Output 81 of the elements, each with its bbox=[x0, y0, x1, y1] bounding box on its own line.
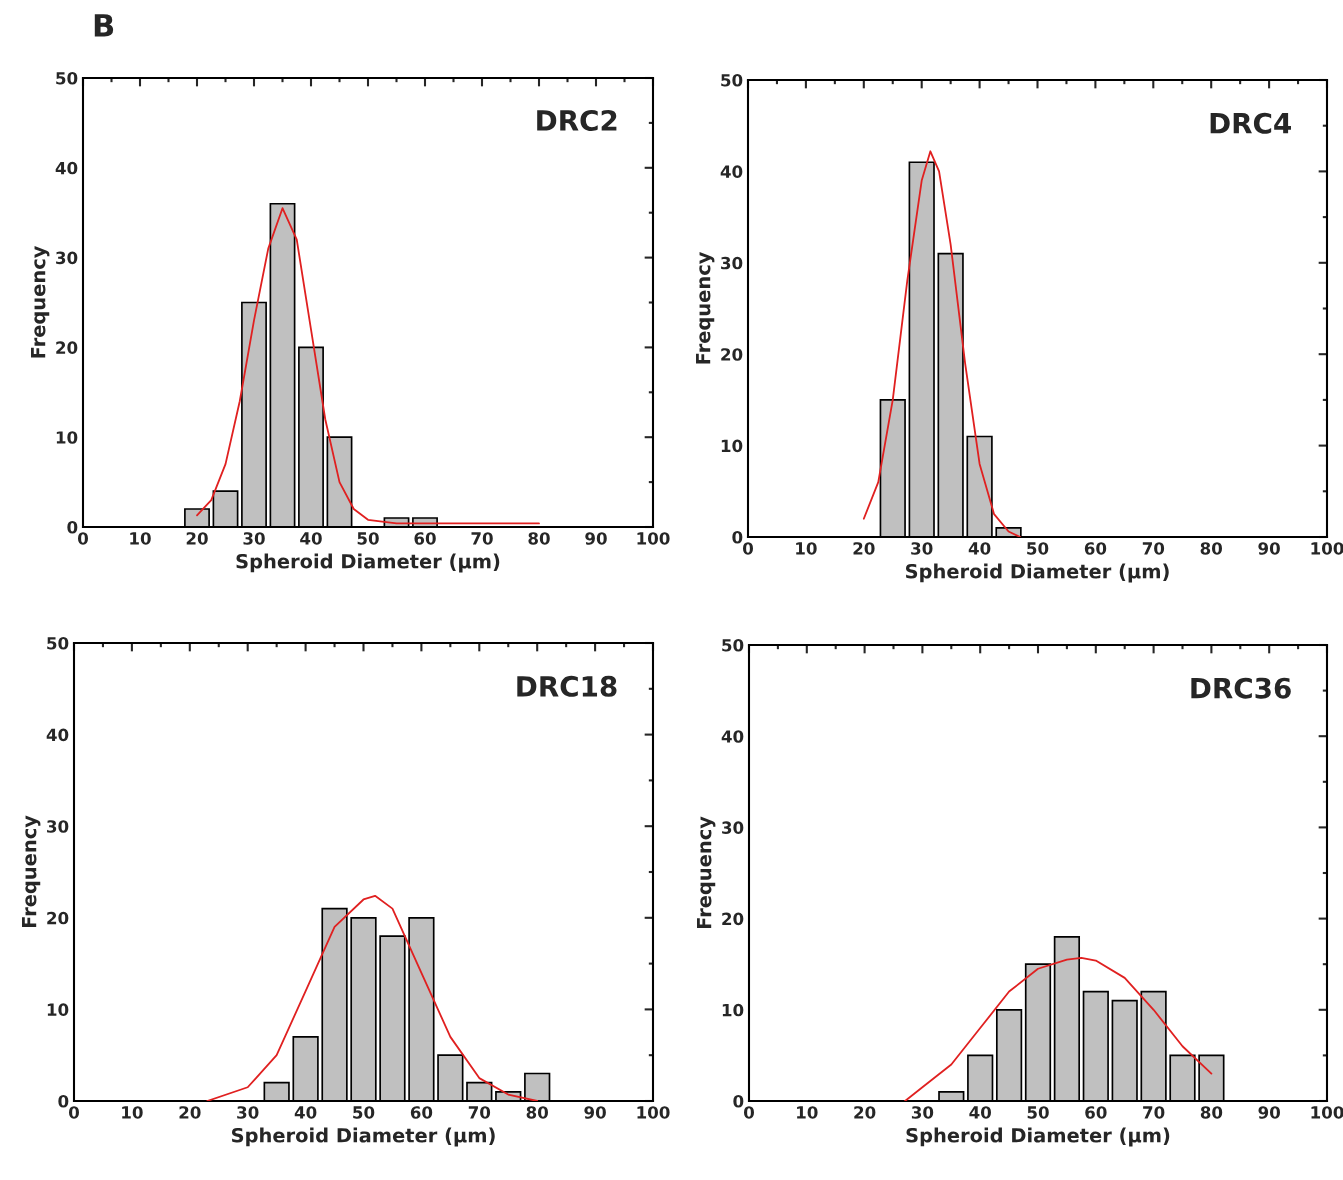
y-tick-label: 30 bbox=[721, 256, 743, 270]
y-tick-label: 50 bbox=[722, 638, 744, 652]
text: DRC4 bbox=[1210, 112, 1291, 134]
x-axis-title: Spheroid Diameter (μm) bbox=[236, 553, 500, 573]
y-tick-label: 40 bbox=[720, 165, 743, 178]
x-tick-label: 50 bbox=[353, 1106, 375, 1119]
x-tick-label: 40 bbox=[300, 532, 322, 545]
y-tick-label: 10 bbox=[721, 439, 743, 453]
text: B bbox=[94, 14, 114, 37]
x-tick-label: 10 bbox=[130, 532, 151, 545]
y-tick-label: 30 bbox=[56, 251, 78, 265]
x-tick-label: 70 bbox=[468, 1106, 491, 1119]
y-tick-label: 20 bbox=[722, 912, 744, 926]
x-tick-label: 20 bbox=[179, 1106, 201, 1119]
x-tick-label: 80 bbox=[526, 1106, 548, 1119]
y-axis-title: Frequency bbox=[31, 245, 50, 358]
text: DRC2 bbox=[537, 109, 617, 131]
y-tick-label: 50 bbox=[721, 73, 743, 87]
x-tick-label: 30 bbox=[237, 1106, 259, 1119]
x-tick-label: 60 bbox=[1084, 542, 1107, 555]
x-tick-label: 40 bbox=[294, 1106, 317, 1119]
x-tick-label: 90 bbox=[1258, 542, 1280, 555]
x-tick-label: 70 bbox=[1142, 542, 1165, 555]
y-tick-label: 30 bbox=[47, 820, 69, 833]
x-axis-title: Spheroid Diameter (μm) bbox=[906, 1127, 1170, 1147]
x-tick-label: 20 bbox=[854, 1106, 876, 1119]
x-tick-label: 100 bbox=[1311, 1106, 1343, 1119]
x-tick-label: 80 bbox=[1200, 1106, 1223, 1119]
x-tick-label: 0 bbox=[744, 1106, 754, 1119]
x-tick-label: 100 bbox=[637, 532, 670, 545]
x-tick-label: 20 bbox=[853, 542, 875, 555]
x-tick-label: 10 bbox=[122, 1106, 143, 1119]
x-tick-label: 70 bbox=[471, 532, 493, 545]
x-tick-label: 80 bbox=[528, 532, 550, 545]
x-tick-label: 30 bbox=[911, 542, 933, 555]
x-tick-label: 70 bbox=[1143, 1106, 1165, 1119]
x-tick-label: 40 bbox=[968, 542, 991, 555]
text: DRC18 bbox=[517, 675, 617, 697]
x-tick-label: 100 bbox=[1311, 542, 1343, 555]
text: DRC36 bbox=[1191, 677, 1291, 699]
x-tick-label: 30 bbox=[911, 1106, 934, 1119]
y-tick-label: 10 bbox=[56, 431, 78, 444]
y-tick-label: 10 bbox=[47, 1003, 69, 1016]
y-tick-label: 40 bbox=[46, 728, 69, 742]
y-axis-title: Frequency bbox=[696, 251, 715, 364]
x-tick-label: 60 bbox=[410, 1106, 433, 1119]
x-tick-label: 60 bbox=[414, 532, 436, 545]
y-tick-label: 50 bbox=[47, 636, 69, 650]
y-tick-label: 40 bbox=[55, 161, 78, 175]
y-tick-label: 0 bbox=[67, 520, 78, 534]
x-tick-label: 10 bbox=[796, 542, 817, 555]
x-tick-label: 90 bbox=[584, 1106, 606, 1119]
line-series bbox=[904, 956, 1213, 1101]
y-tick-label: 50 bbox=[56, 71, 78, 85]
y-axis-title: Frequency bbox=[22, 815, 41, 928]
y-tick-label: 20 bbox=[721, 348, 743, 361]
x-tick-label: 50 bbox=[1027, 542, 1049, 555]
x-tick-label: 90 bbox=[1258, 1106, 1280, 1119]
line-series bbox=[862, 150, 1022, 537]
x-tick-label: 30 bbox=[243, 532, 265, 545]
y-axis-title: Frequency bbox=[697, 816, 716, 929]
x-tick-label: 60 bbox=[1085, 1106, 1107, 1119]
y-tick-label: 40 bbox=[721, 730, 744, 743]
x-axis-title: Spheroid Diameter (μm) bbox=[231, 1127, 495, 1147]
x-tick-label: 50 bbox=[357, 532, 379, 545]
x-tick-label: 0 bbox=[743, 542, 753, 555]
x-tick-label: 40 bbox=[969, 1106, 991, 1119]
y-tick-label: 0 bbox=[733, 1094, 744, 1108]
x-tick-label: 20 bbox=[186, 532, 208, 545]
y-tick-label: 20 bbox=[47, 911, 69, 925]
y-tick-label: 0 bbox=[58, 1094, 69, 1108]
x-tick-label: 50 bbox=[1027, 1106, 1049, 1119]
x-axis-title: Spheroid Diameter (μm) bbox=[905, 563, 1169, 583]
y-tick-label: 10 bbox=[722, 1003, 744, 1017]
y-tick-label: 20 bbox=[56, 341, 78, 354]
x-tick-label: 10 bbox=[797, 1106, 818, 1119]
x-tick-label: 0 bbox=[78, 532, 88, 545]
x-tick-label: 80 bbox=[1200, 542, 1222, 555]
y-tick-label: 30 bbox=[722, 821, 744, 834]
x-tick-label: 90 bbox=[585, 532, 607, 545]
x-tick-label: 100 bbox=[637, 1106, 670, 1119]
